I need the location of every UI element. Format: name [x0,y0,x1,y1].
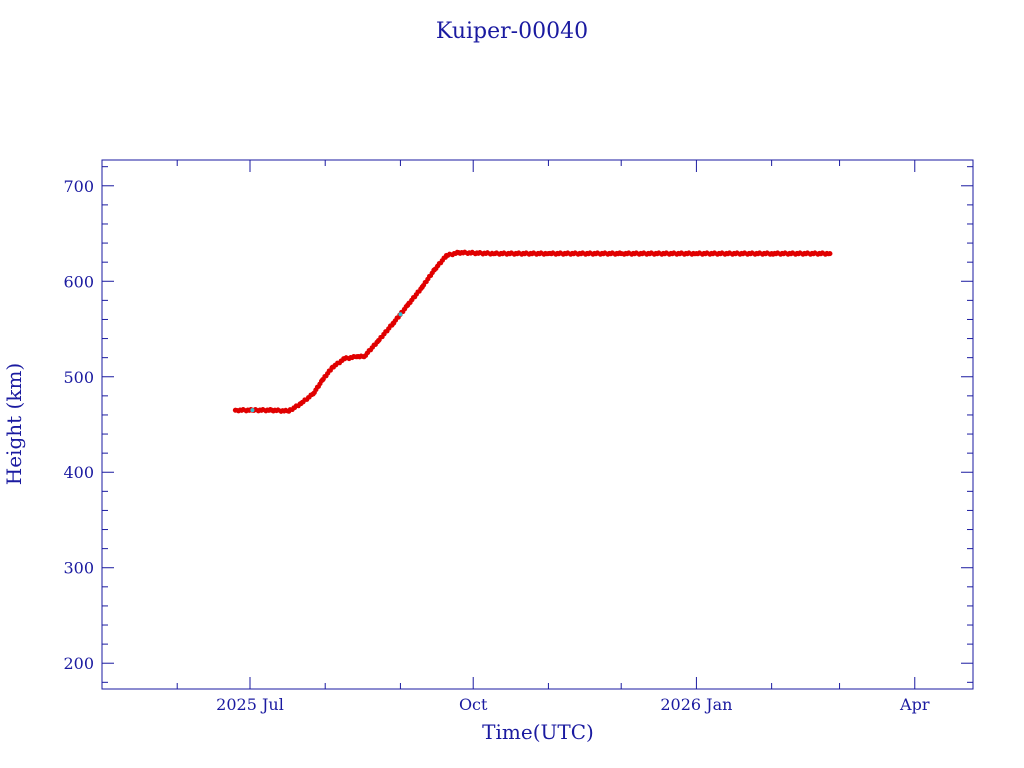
plot-frame [101,159,974,690]
x-tick-label: 2026 Jan [660,695,732,714]
y-tick-label: 300 [63,559,94,578]
data-point-fill [826,251,831,257]
y-tick-label: 500 [63,368,94,387]
data-point-fill [419,286,424,291]
highlight-point [250,408,255,413]
x-tick-label: Apr [899,695,930,714]
x-axis-label: Time(UTC) [482,720,594,744]
y-tick-label: 700 [63,177,94,196]
data-point-fill [692,251,698,257]
chart-title: Kuiper-00040 [436,19,588,44]
data-points [232,249,833,414]
data-point-fill [404,304,409,309]
highlight-point [398,312,403,317]
y-tick-label: 200 [63,654,94,673]
x-tick-label: Oct [459,695,488,714]
axis-ticks: 200 300 400 500 600 700 2025 Jul Oct 2026 Jan Apr [63,160,973,714]
y-tick-label: 400 [63,463,94,482]
x-tick-label: 2025 Jul [216,695,284,714]
y-tick-label: 600 [63,272,94,291]
y-axis-label: Height (km) [2,363,26,485]
